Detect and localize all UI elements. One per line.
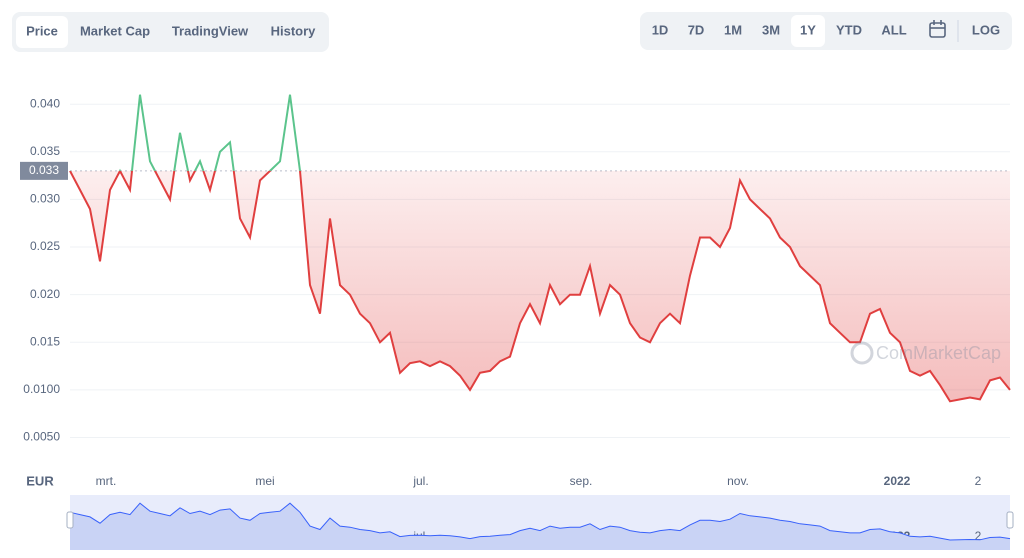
- x-tick-label: sep.: [570, 474, 593, 488]
- range-button[interactable]: 1D: [652, 22, 669, 37]
- range-button[interactable]: 7D: [688, 22, 705, 37]
- currency-label: EUR: [26, 473, 54, 488]
- active-tab: [16, 16, 68, 48]
- line-down: [69, 170, 1011, 403]
- navigator-tick-label: 2: [975, 529, 982, 543]
- x-tick-label: 2: [975, 474, 982, 488]
- range-button[interactable]: YTD: [836, 22, 862, 37]
- y-tick-label: 0.025: [30, 239, 60, 253]
- tab[interactable]: Market Cap: [80, 23, 150, 38]
- range-bar: [640, 12, 1012, 50]
- tab[interactable]: History: [271, 23, 317, 38]
- tab[interactable]: TradingView: [172, 23, 249, 38]
- y-tick-label: 0.015: [30, 334, 60, 348]
- tab[interactable]: Price: [26, 23, 58, 38]
- price-tag-bg: [20, 161, 68, 180]
- watermark-text: CoinMarketCap: [876, 343, 1001, 363]
- range-button[interactable]: 1Y: [800, 22, 816, 37]
- watermark: CoinMarketCap: [850, 341, 1001, 365]
- log-button[interactable]: LOG: [972, 22, 1000, 37]
- range-button[interactable]: 3M: [762, 22, 780, 37]
- range-button[interactable]: ALL: [881, 22, 906, 37]
- range-button[interactable]: 1M: [724, 22, 742, 37]
- tab-bar: [12, 12, 329, 52]
- calendar-icon[interactable]: [929, 20, 946, 38]
- line-up: [70, 94, 302, 171]
- navigator-handle[interactable]: [66, 511, 74, 529]
- y-tick-label: 0.035: [30, 144, 60, 158]
- navigator-line: [69, 502, 1011, 541]
- x-tick-label: 2022: [884, 474, 911, 488]
- navigator-handle[interactable]: [1006, 511, 1014, 529]
- x-tick-label: nov.: [727, 474, 749, 488]
- x-tick-label: mrt.: [96, 474, 117, 488]
- y-tick-label: 0.030: [30, 192, 60, 206]
- price-tag: 0.033: [29, 163, 59, 177]
- navigator-area: [70, 503, 1010, 550]
- area: [70, 170, 1010, 402]
- active-range: [791, 15, 825, 47]
- x-tick-label: jul.: [412, 474, 428, 488]
- y-tick-label: 0.020: [30, 287, 60, 301]
- y-tick-label: 0.0100: [23, 382, 60, 396]
- y-tick-label: 0.040: [30, 96, 60, 110]
- x-tick-label: mei: [255, 474, 274, 488]
- y-tick-label: 0.0050: [23, 430, 60, 444]
